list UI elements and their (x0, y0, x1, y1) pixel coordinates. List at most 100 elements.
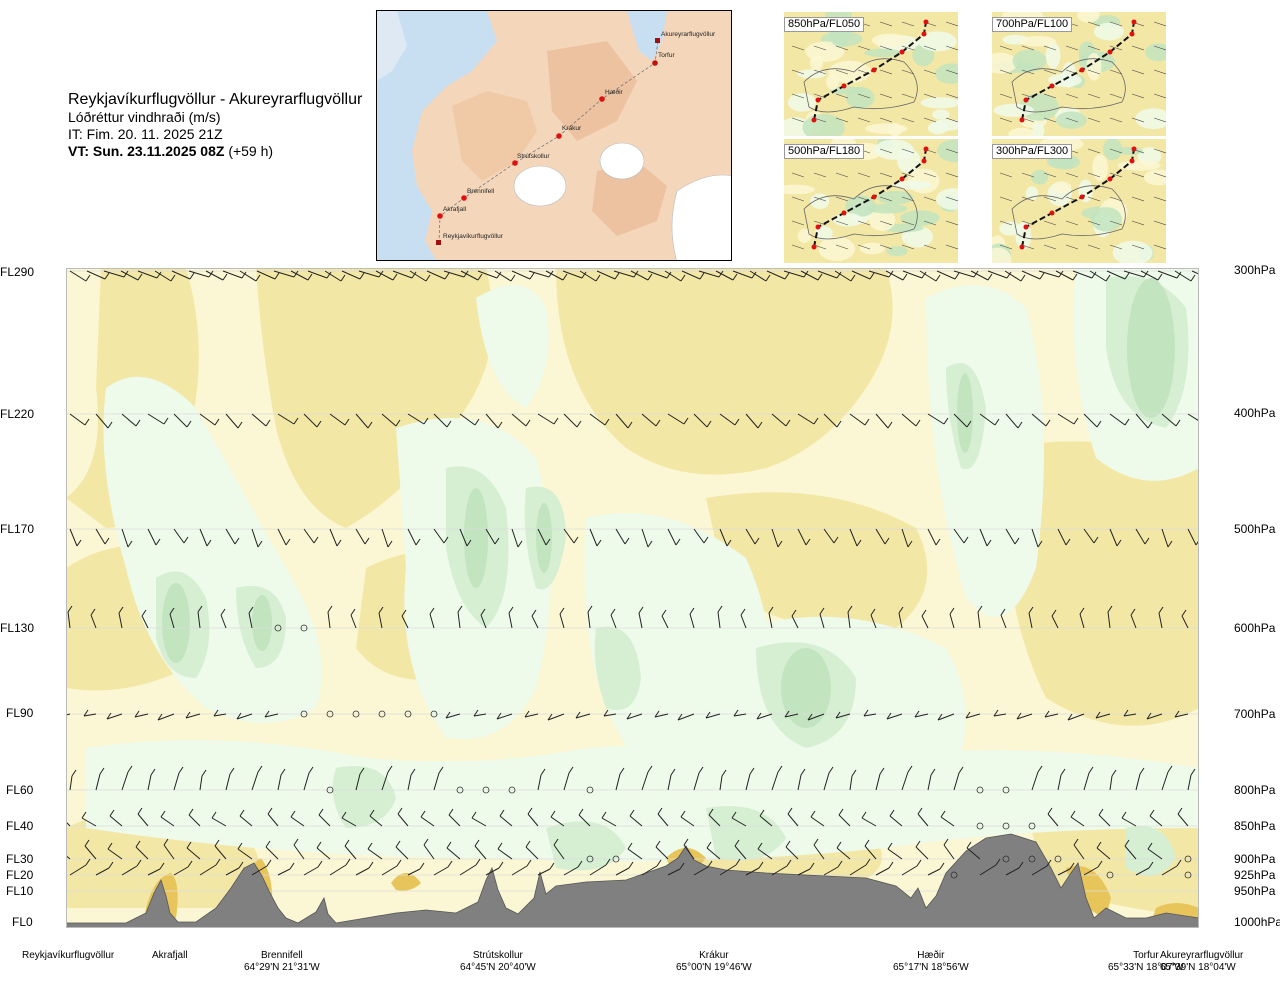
wind-barb-shaft (197, 611, 201, 629)
wind-barb-feather (238, 861, 244, 869)
wind-barb (641, 765, 653, 791)
wind-barb (1057, 413, 1079, 425)
wind-barb-feather (178, 766, 184, 774)
wind-barb-shaft (977, 611, 981, 629)
wind-barb-shaft (705, 713, 721, 719)
wind-barb-feather (71, 769, 77, 777)
wind-barb (1135, 528, 1150, 545)
wind-barb-feather (1016, 712, 1022, 720)
wind-barb-shaft (511, 528, 519, 548)
wind-barb-shaft (740, 614, 747, 629)
wind-barb-shaft (256, 270, 276, 280)
wind-barb-shaft (69, 528, 78, 547)
mini-map-contour (877, 190, 914, 205)
wind-barb-feather (480, 608, 486, 616)
wind-barb-feather (1014, 537, 1020, 545)
wind-barb-feather (657, 807, 663, 815)
wind-barb-feather (787, 807, 793, 815)
wind-barb-feather (222, 273, 228, 281)
wind-barb-shaft (638, 612, 643, 629)
wind-barb-shaft (1107, 611, 1111, 629)
wind-barb-feather (680, 274, 686, 282)
wind-barb-shaft (768, 612, 773, 629)
wind-barb-shaft (433, 528, 445, 544)
wind-barb (979, 413, 1000, 426)
wind-barb-feather (717, 605, 723, 613)
wind-barb-feather (1124, 418, 1130, 426)
wind-barb-feather (1060, 768, 1066, 776)
contour-down-mid-shape (546, 821, 626, 871)
wind-barb (277, 768, 286, 791)
mini-map-wind-barb (1153, 21, 1166, 27)
wind-barb-shaft (1031, 865, 1048, 876)
wind-barb-feather (785, 840, 791, 848)
wind-barb-feather (213, 709, 219, 717)
wind-barb (579, 270, 601, 282)
wind-barb-shaft (1149, 815, 1163, 827)
wind-barb-feather (734, 418, 740, 426)
wind-barb-shaft (154, 270, 172, 282)
wind-barb-shaft (667, 774, 672, 791)
wind-barb (655, 840, 669, 860)
wind-barb (1161, 765, 1173, 791)
wind-barb (355, 528, 370, 545)
wind-barb-feather (604, 418, 610, 426)
wind-barb-shaft (1004, 270, 1022, 282)
wind-barb (1096, 841, 1111, 860)
wind-barb-shaft (715, 270, 734, 281)
wind-barb (160, 810, 175, 827)
mini-map-wind-barb (835, 244, 849, 250)
wind-barb (84, 839, 97, 860)
wind-barb-shaft (630, 270, 649, 281)
fl-label: FL0 (12, 915, 33, 929)
calm-wind-marker (1054, 855, 1062, 863)
wind-barb (914, 710, 929, 718)
wind-barb-feather (527, 807, 533, 815)
wind-barb-shaft (1140, 270, 1159, 281)
mini-map-wind-barb (1131, 93, 1145, 99)
wind-barb-shaft (397, 813, 409, 827)
wind-barb-shaft (1109, 775, 1113, 791)
wind-barb (943, 838, 955, 860)
wind-barb-shaft (220, 614, 227, 629)
wind-barb-feather (626, 712, 632, 720)
mini-map-wind-barb (835, 45, 849, 51)
wind-barb-shaft (303, 866, 319, 876)
wind-barb-shaft (395, 846, 409, 860)
wind-barb-feather (397, 807, 403, 815)
wind-barb-feather (679, 862, 685, 870)
mini-map-wind-barb (1065, 45, 1079, 51)
wind-barb (771, 859, 792, 876)
mini-map-wind-barb (945, 45, 958, 51)
wind-barb-shaft (732, 270, 753, 279)
wind-barb-shaft (807, 713, 825, 721)
mini-map-wind-barb (1153, 244, 1166, 250)
wind-barb (433, 860, 453, 876)
wind-barb-shaft (562, 270, 583, 279)
wind-barb-shaft (324, 270, 342, 282)
wind-barb-feather (1107, 605, 1113, 613)
wind-barb-feather (84, 418, 90, 426)
wind-barb (154, 270, 176, 282)
wind-barb (471, 811, 487, 827)
wind-barb-shaft (341, 270, 361, 280)
wind-barb-feather (677, 713, 683, 721)
wind-barb-shaft (953, 772, 960, 791)
wind-barb (251, 765, 263, 791)
wind-barb-feather (879, 767, 885, 775)
wind-barb (423, 838, 435, 860)
wind-barb-feather (587, 605, 593, 613)
wind-barb-feather (1124, 839, 1130, 847)
wind-barb-feather (740, 608, 746, 616)
wind-barb (787, 807, 799, 827)
wind-barb (901, 413, 921, 427)
wind-barb-shaft (134, 713, 149, 718)
wind-barb-shaft (236, 713, 253, 720)
mini-map-waypoint (1131, 146, 1137, 152)
wind-barb (121, 859, 142, 876)
wind-barb-feather (411, 271, 417, 279)
contour-down-strong-shape (162, 583, 190, 663)
wind-barb-shaft (307, 270, 328, 279)
wind-barb-shaft (615, 528, 626, 545)
wind-barb-shaft (173, 772, 180, 791)
